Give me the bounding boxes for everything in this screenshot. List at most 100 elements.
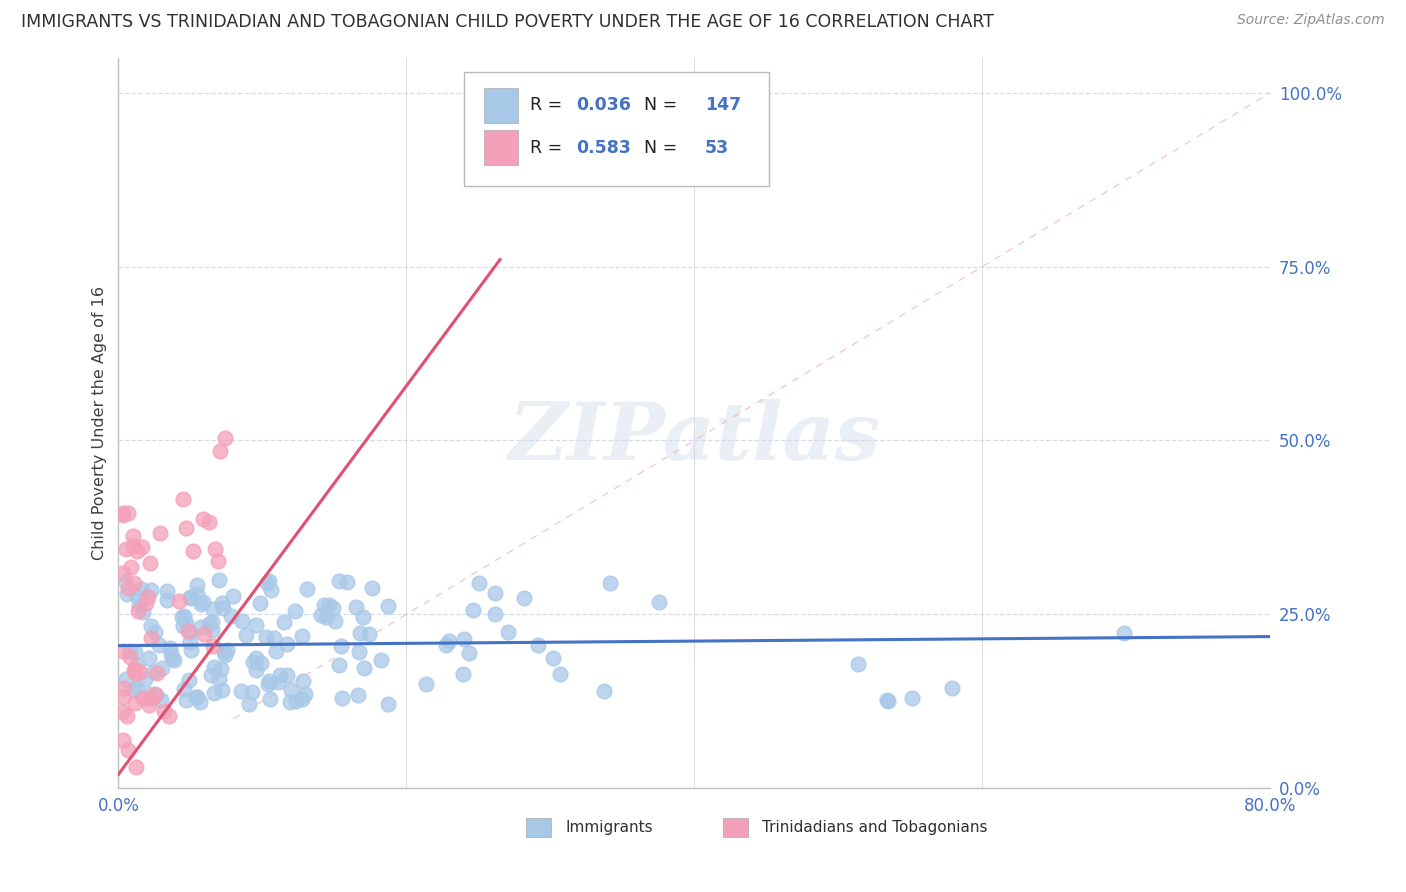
Point — [941, 681, 963, 696]
Point — [240, 685, 263, 699]
Point — [193, 627, 215, 641]
Point — [146, 665, 169, 680]
Point — [377, 599, 399, 613]
Point — [264, 644, 287, 658]
Point — [134, 673, 156, 687]
Point — [208, 574, 231, 588]
Point — [202, 686, 225, 700]
Point — [141, 690, 163, 705]
Point — [347, 645, 370, 659]
Point — [150, 661, 173, 675]
Point — [183, 544, 205, 558]
FancyBboxPatch shape — [464, 72, 769, 186]
Point — [214, 431, 236, 445]
Point — [276, 668, 298, 682]
Point — [900, 691, 922, 706]
Point — [117, 743, 139, 757]
Point — [191, 595, 214, 609]
Point — [208, 673, 231, 687]
Point — [318, 599, 340, 613]
Point — [188, 695, 211, 709]
Point — [484, 607, 506, 621]
Point — [202, 602, 225, 616]
Point — [122, 682, 145, 697]
Point — [135, 596, 157, 610]
Point — [117, 581, 139, 595]
Point — [259, 692, 281, 706]
Point — [256, 576, 278, 591]
Point — [173, 682, 195, 697]
Point — [359, 626, 381, 640]
Point — [139, 631, 162, 645]
Text: 0.036: 0.036 — [576, 96, 631, 114]
Point — [117, 506, 139, 520]
Point — [125, 590, 148, 604]
Point — [143, 687, 166, 701]
Point — [592, 684, 614, 698]
Point — [184, 690, 207, 704]
Point — [131, 605, 153, 619]
Point — [122, 575, 145, 590]
Point — [245, 618, 267, 632]
Point — [127, 658, 149, 673]
Point — [328, 658, 350, 673]
Point — [208, 443, 231, 458]
Point — [273, 615, 295, 629]
Text: R =: R = — [530, 138, 568, 157]
Point — [162, 651, 184, 665]
Point — [204, 541, 226, 556]
Point — [294, 688, 316, 702]
Point — [176, 616, 198, 631]
Point — [155, 593, 177, 607]
Point — [170, 609, 193, 624]
Point — [238, 697, 260, 711]
Point — [266, 675, 288, 690]
Point — [211, 682, 233, 697]
Point — [295, 582, 318, 596]
Point — [309, 608, 332, 623]
Point — [352, 610, 374, 624]
Point — [114, 672, 136, 686]
Point — [129, 665, 152, 679]
Bar — [484, 130, 519, 165]
Text: 0.583: 0.583 — [576, 138, 631, 157]
Point — [156, 584, 179, 599]
Point — [115, 541, 138, 556]
Point — [846, 657, 869, 671]
Point — [124, 645, 146, 659]
Point — [111, 566, 134, 580]
Point — [157, 708, 180, 723]
Point — [231, 615, 253, 629]
Point — [190, 620, 212, 634]
Point — [259, 673, 281, 688]
Y-axis label: Child Poverty Under the Age of 16: Child Poverty Under the Age of 16 — [93, 286, 107, 560]
Point — [278, 694, 301, 708]
Point — [599, 576, 621, 591]
Point — [344, 599, 367, 614]
Point — [415, 677, 437, 691]
Text: IMMIGRANTS VS TRINIDADIAN AND TOBAGONIAN CHILD POVERTY UNDER THE AGE OF 16 CORRE: IMMIGRANTS VS TRINIDADIAN AND TOBAGONIAN… — [21, 13, 994, 31]
Point — [257, 574, 280, 588]
Point — [131, 540, 153, 554]
Point — [877, 694, 900, 708]
Point — [222, 589, 245, 603]
Point — [458, 646, 481, 660]
Point — [179, 635, 201, 649]
Point — [186, 577, 208, 591]
Point — [138, 690, 160, 705]
Point — [172, 492, 194, 507]
Point — [212, 645, 235, 659]
Point — [245, 651, 267, 665]
Point — [285, 694, 308, 708]
Point — [118, 649, 141, 664]
Point — [153, 705, 176, 719]
Bar — [484, 87, 519, 123]
Point — [201, 639, 224, 653]
Point — [145, 688, 167, 702]
Point — [263, 631, 285, 645]
Point — [138, 698, 160, 712]
Point — [321, 601, 343, 615]
Point — [361, 581, 384, 595]
Point — [323, 615, 346, 629]
Point — [291, 691, 314, 706]
